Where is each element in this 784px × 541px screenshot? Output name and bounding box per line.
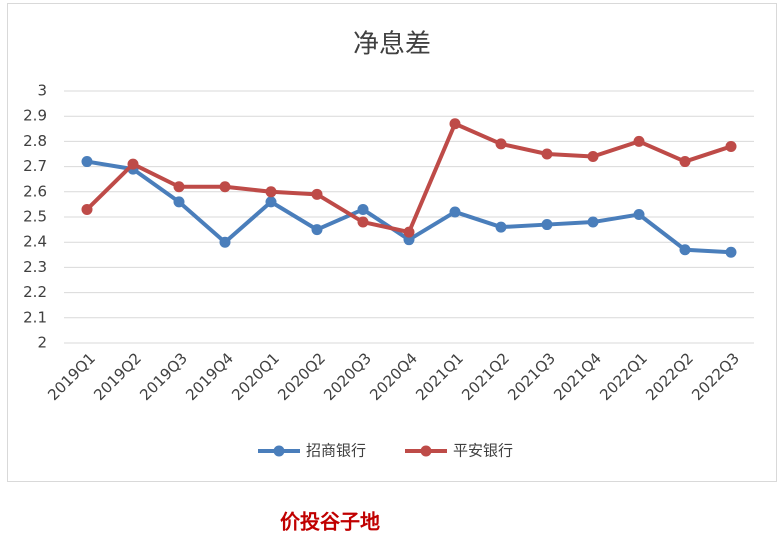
y-tick-label: 2.6 xyxy=(23,182,47,200)
y-tick-label: 2 xyxy=(37,334,47,352)
legend-label: 招商银行 xyxy=(306,442,366,460)
data-point xyxy=(725,246,737,258)
data-point xyxy=(633,208,645,220)
data-point xyxy=(679,156,691,168)
chart-title: 净息差 xyxy=(353,30,431,60)
data-point xyxy=(265,186,277,198)
data-point xyxy=(403,234,415,246)
legend-label: 平安银行 xyxy=(453,442,513,460)
data-point xyxy=(357,203,369,215)
data-point xyxy=(587,216,599,228)
data-point xyxy=(725,140,737,152)
y-tick-label: 2.5 xyxy=(23,208,47,226)
data-point xyxy=(173,181,185,193)
data-point xyxy=(311,224,323,236)
data-point xyxy=(495,221,507,233)
y-tick-label: 3 xyxy=(37,82,47,100)
y-tick-label: 2.2 xyxy=(23,283,47,301)
data-point xyxy=(495,138,507,150)
data-point xyxy=(265,196,277,208)
data-point xyxy=(311,188,323,200)
data-point xyxy=(219,181,231,193)
data-point xyxy=(81,156,93,168)
data-point xyxy=(679,244,691,256)
data-point xyxy=(403,226,415,238)
watermark: 价投谷子地 xyxy=(280,510,380,534)
data-point xyxy=(449,118,461,130)
y-tick-label: 2.1 xyxy=(23,308,47,326)
y-tick-label: 2.3 xyxy=(23,258,47,276)
data-point xyxy=(127,158,139,170)
legend-marker xyxy=(420,445,432,457)
y-tick-label: 2.9 xyxy=(23,107,47,125)
y-tick-label: 2.4 xyxy=(23,233,47,251)
y-tick-label: 2.8 xyxy=(23,132,47,150)
y-tick-label: 2.7 xyxy=(23,157,47,175)
data-point xyxy=(541,148,553,160)
data-point xyxy=(357,216,369,228)
data-point xyxy=(587,151,599,163)
legend-marker xyxy=(273,445,285,457)
data-point xyxy=(173,196,185,208)
data-point xyxy=(449,206,461,218)
data-point xyxy=(541,219,553,231)
data-point xyxy=(219,236,231,248)
data-point xyxy=(81,203,93,215)
data-point xyxy=(633,135,645,147)
